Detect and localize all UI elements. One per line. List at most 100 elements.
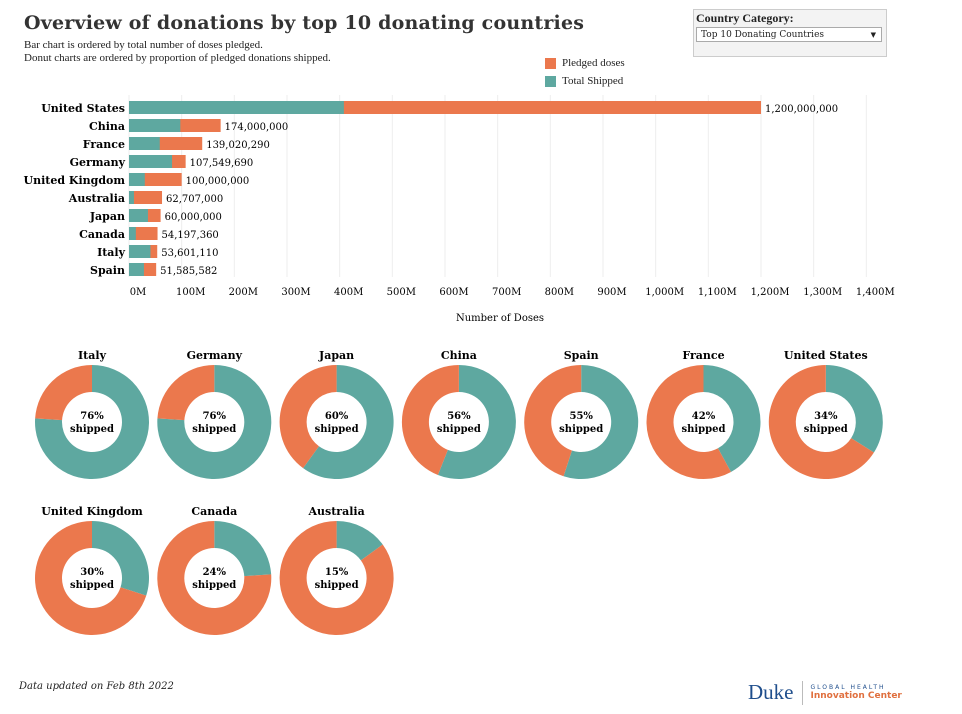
bar-shipped[interactable] bbox=[129, 101, 344, 114]
bar-value-label: 1,200,000,000 bbox=[765, 104, 838, 115]
legend-shipped[interactable]: Total Shipped bbox=[545, 75, 623, 87]
donut-united-states[interactable]: United States 34% shipped bbox=[768, 349, 883, 479]
donut-france[interactable]: France 42% shipped bbox=[646, 349, 761, 479]
donut-united-kingdom[interactable]: United Kingdom 30% shipped bbox=[34, 505, 149, 635]
legend-label: Pledged doses bbox=[562, 57, 625, 69]
bar-shipped[interactable] bbox=[129, 119, 181, 132]
donut-center-label: shipped bbox=[681, 424, 725, 435]
donut-pledged-slice bbox=[157, 521, 272, 635]
y-category-label: Italy bbox=[97, 246, 126, 259]
x-tick-label: 1,000M bbox=[645, 287, 684, 298]
donut-china[interactable]: China 56% shipped bbox=[401, 349, 516, 479]
bar-shipped[interactable] bbox=[129, 263, 144, 276]
logo-line2: Innovation Center bbox=[810, 691, 902, 701]
donut-shipped-slice bbox=[35, 365, 150, 479]
country-category-select[interactable]: Top 10 Donating Countries ▼ bbox=[696, 27, 882, 42]
bar-shipped[interactable] bbox=[129, 173, 145, 186]
donut-title: Italy bbox=[78, 349, 107, 362]
donut-germany[interactable]: Germany 76% shipped bbox=[157, 349, 272, 479]
bar-shipped[interactable] bbox=[129, 155, 173, 168]
x-axis-title: Number of Doses bbox=[456, 313, 544, 324]
donut-shipped-slice bbox=[214, 521, 272, 577]
donut-japan[interactable]: Japan 60% shipped bbox=[279, 349, 394, 479]
donut-center-label: shipped bbox=[192, 424, 236, 435]
donut-pledged-slice bbox=[279, 521, 394, 635]
donut-pledged-slice bbox=[524, 365, 582, 477]
donut-center-label: shipped bbox=[315, 580, 359, 591]
bar-pledged[interactable] bbox=[129, 227, 158, 240]
y-category-label: Canada bbox=[79, 228, 125, 241]
donut-shipped-slice bbox=[92, 521, 149, 596]
donut-spain[interactable]: Spain 55% shipped bbox=[524, 349, 639, 479]
bar-shipped[interactable] bbox=[129, 209, 148, 222]
donut-percent: 30% bbox=[80, 567, 104, 578]
legend-pledged[interactable]: Pledged doses bbox=[545, 57, 625, 69]
x-tick-label: 300M bbox=[281, 287, 310, 298]
x-tick-label: 0M bbox=[130, 287, 147, 298]
y-category-label: United States bbox=[41, 102, 125, 115]
filter-label: Country Category: bbox=[696, 11, 794, 25]
legend-label: Total Shipped bbox=[562, 75, 624, 87]
donut-title: France bbox=[682, 349, 724, 362]
donut-pledged-slice bbox=[34, 521, 147, 635]
x-tick-label: 700M bbox=[492, 287, 521, 298]
donut-title: Canada bbox=[191, 505, 237, 518]
y-category-label: France bbox=[83, 138, 125, 151]
donut-italy[interactable]: Italy 76% shipped bbox=[35, 349, 150, 479]
donut-center-label: shipped bbox=[559, 424, 603, 435]
x-tick-label: 800M bbox=[545, 287, 574, 298]
bar-value-label: 100,000,000 bbox=[186, 176, 250, 187]
dropdown-arrow-icon[interactable]: ▼ bbox=[870, 31, 876, 39]
subtitle-donut: Donut charts are ordered by proportion o… bbox=[24, 52, 331, 64]
bar-chart: 0M 100M 200M 300M 400M 500M 600M 700M 800M 900M 1,… bbox=[24, 95, 895, 324]
donut-title: Australia bbox=[307, 505, 364, 518]
bar-shipped[interactable] bbox=[129, 245, 151, 258]
bar-value-label: 54,197,360 bbox=[162, 230, 219, 241]
x-tick-label: 400M bbox=[334, 287, 363, 298]
donut-center-label: shipped bbox=[804, 424, 848, 435]
y-category-label: Australia bbox=[68, 192, 125, 205]
country-category-filter: Country Category: Top 10 Donating Countr… bbox=[693, 9, 887, 57]
donut-shipped-slice bbox=[703, 365, 761, 472]
bar-shipped[interactable] bbox=[129, 137, 160, 150]
bar-value-label: 51,585,582 bbox=[160, 266, 217, 277]
bar-shipped[interactable] bbox=[129, 191, 134, 204]
donut-percent: 56% bbox=[447, 411, 471, 422]
donut-center-label: shipped bbox=[437, 424, 481, 435]
y-category-label: United Kingdom bbox=[24, 174, 126, 187]
donut-percent: 76% bbox=[203, 411, 227, 422]
donut-title: United States bbox=[784, 349, 868, 362]
x-tick-label: 500M bbox=[387, 287, 416, 298]
donut-center-label: shipped bbox=[70, 424, 114, 435]
logo-line1: GLOBAL HEALTH bbox=[810, 684, 886, 691]
bar-value-label: 60,000,000 bbox=[165, 212, 222, 223]
bar-value-label: 107,549,690 bbox=[190, 158, 254, 169]
donut-pledged-slice bbox=[401, 365, 459, 475]
bar-pledged[interactable] bbox=[129, 191, 163, 204]
donut-pledged-slice bbox=[279, 365, 337, 469]
logo-duke: Duke bbox=[748, 680, 794, 704]
x-tick-label: 1,400M bbox=[856, 287, 895, 298]
page-title: Overview of donations by top 10 donating… bbox=[24, 12, 585, 34]
donut-shipped-slice bbox=[437, 365, 516, 479]
x-tick-label: 1,100M bbox=[698, 287, 737, 298]
donut-percent: 60% bbox=[325, 411, 349, 422]
x-tick-label: 200M bbox=[229, 287, 258, 298]
donut-percent: 55% bbox=[569, 411, 593, 422]
donut-shipped-slice bbox=[825, 365, 883, 453]
duke-logo[interactable]: Duke GLOBAL HEALTH Innovation Center bbox=[748, 680, 902, 705]
bar-shipped[interactable] bbox=[129, 227, 136, 240]
donut-shipped-slice bbox=[303, 365, 394, 479]
donut-pledged-slice bbox=[646, 365, 731, 479]
x-tick-label: 100M bbox=[176, 287, 205, 298]
x-tick-label: 900M bbox=[597, 287, 626, 298]
donut-shipped-slice bbox=[563, 365, 639, 479]
donut-percent: 42% bbox=[692, 411, 716, 422]
bar-value-label: 53,601,110 bbox=[161, 248, 218, 259]
y-category-label: China bbox=[89, 120, 125, 133]
x-tick-label: 600M bbox=[439, 287, 468, 298]
donut-australia[interactable]: Australia 15% shipped bbox=[279, 505, 394, 635]
donut-canada[interactable]: Canada 24% shipped bbox=[157, 505, 272, 635]
donut-charts: Italy 76% shipped Germany 76% shipped Japan 60%… bbox=[34, 349, 883, 635]
